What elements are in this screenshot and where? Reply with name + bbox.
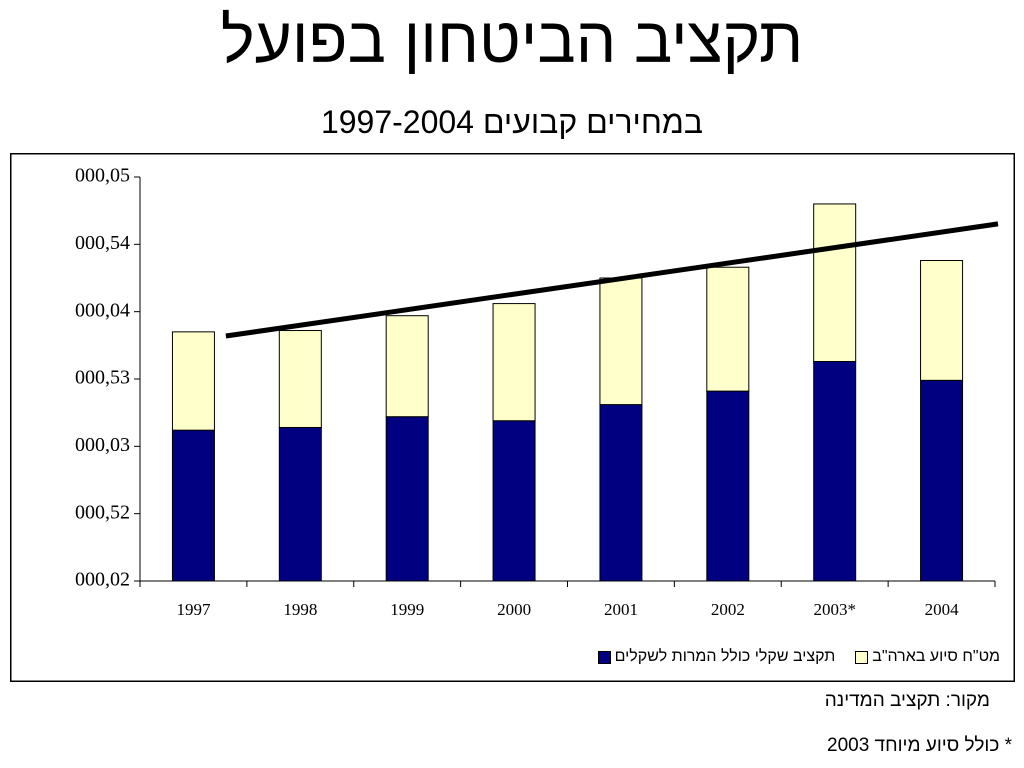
y-tick-label: 000,53 xyxy=(75,367,130,389)
footnote: * כולל סיוע מיוחד 2003 xyxy=(827,735,1012,756)
subtitle: במחירים קבועים 1997-2004 xyxy=(320,104,704,140)
legend-label: מט"ח סיוע בארה"ב xyxy=(872,648,1000,665)
bar-segment xyxy=(278,426,322,582)
legend-swatch xyxy=(855,650,869,664)
bar-segment xyxy=(920,379,964,582)
y-tick-label: 000,52 xyxy=(75,501,130,523)
bar-segment xyxy=(813,203,857,362)
x-tick-label: 2000 xyxy=(497,600,531,619)
bar-segment xyxy=(385,416,429,582)
legend-item: מט"ח סיוע בארה"ב xyxy=(855,645,1000,669)
x-tick-label: 1999 xyxy=(390,600,424,619)
bar-segment xyxy=(492,420,536,582)
x-tick-label: 2002 xyxy=(711,600,745,619)
legend-label: תקציב שקלי כולל המרות לשקלים xyxy=(614,648,836,665)
x-tick-label: 1997 xyxy=(176,600,211,619)
bar-segment xyxy=(920,259,964,381)
y-tick-label: 000,02 xyxy=(75,569,130,591)
legend-swatch xyxy=(597,650,611,664)
x-tick-label: 1998 xyxy=(283,600,317,619)
bar-segment xyxy=(278,330,322,428)
trend-line xyxy=(225,221,999,339)
x-tick-label: 2001 xyxy=(604,600,638,619)
source-note: מקור: תקציב המדינה xyxy=(824,690,990,711)
x-tick-label: 2003* xyxy=(813,600,856,619)
legend-item: תקציב שקלי כולל המרות לשקלים xyxy=(597,645,836,669)
y-tick-label: 000,04 xyxy=(75,299,130,321)
bar-segment xyxy=(599,404,643,582)
bar-segment xyxy=(706,390,750,582)
y-tick-label: 000,03 xyxy=(75,434,130,456)
y-tick-label: 000,05 xyxy=(75,165,130,187)
bar-segment xyxy=(813,360,857,582)
chart: 000,02 000,52 000,03 000,53 000,04 000,54 000,… xyxy=(10,153,1015,682)
bar-segment xyxy=(171,331,215,431)
bar-segment xyxy=(599,277,643,406)
bar-segment xyxy=(385,315,429,418)
y-tick-label: 000,54 xyxy=(75,232,130,254)
x-tick-label: 2004 xyxy=(925,600,960,619)
legend: מט"ח סיוע בארה"ב תקציב שקלי כולל המרות לש… xyxy=(597,645,1000,669)
bar-segment xyxy=(492,303,536,422)
title: תקציב הביטחון בפועל xyxy=(220,4,804,76)
bar-segment xyxy=(171,429,215,582)
bar-segment xyxy=(706,266,750,392)
